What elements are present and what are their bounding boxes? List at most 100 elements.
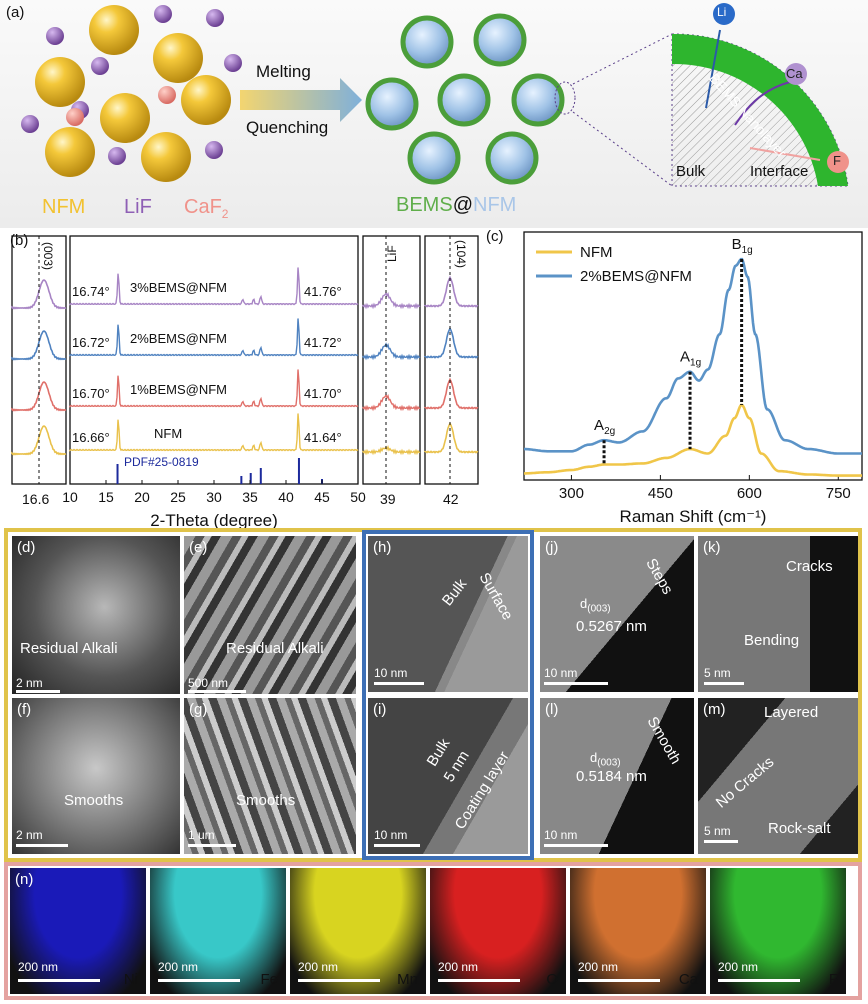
xrd-sample-name: NFM (154, 426, 182, 441)
xrd-chart: 16.74° 3%BEMS@NFM 41.76° 16.72° 2%BEMS@NFM 41… (11, 235, 479, 528)
eds-map-f: 200 nm F (710, 868, 846, 994)
raman-frame (523, 231, 863, 481)
xrd-left-trace-3 (11, 425, 67, 456)
inset-interface: Interface (750, 163, 809, 180)
xrd-104-trace-3 (424, 421, 479, 454)
xrd-lif-trace-3 (362, 445, 421, 456)
inset-bulk: Bulk (676, 163, 706, 180)
sem-g: (g) Smooths 1 um (184, 698, 356, 854)
eds-scale-bar (438, 979, 520, 982)
eds-scale-bar (158, 979, 240, 982)
xrd-sample-name: 1%BEMS@NFM (130, 382, 227, 397)
eds-maps: 200 nm Ni (n) 200 nm Fe 200 nm Mn 200 nm O 200 nm… (10, 868, 856, 994)
panel-n-label: (n) (15, 871, 34, 888)
panel-b-label: (b) (10, 232, 29, 249)
xrd-tick-label: 10 (62, 489, 78, 505)
panel-a: (a) (0, 0, 868, 228)
panel-c-label: (c) (486, 228, 504, 245)
legend-lif: LiF (124, 196, 152, 218)
panel-a-label: (a) (6, 4, 25, 21)
pdf-label: PDF#25-0819 (124, 455, 199, 469)
peak-104-label: (104) (454, 240, 468, 268)
tem-frame (362, 530, 534, 860)
inset-f: F (833, 153, 841, 168)
xrd-right-angle: 41.64° (304, 430, 342, 445)
xrd-tick-left: 16.6 (22, 491, 49, 507)
xrd-left-angle: 16.74° (72, 284, 110, 299)
sem-d: (d) Residual Alkali 2 nm (12, 536, 180, 694)
raman-legend-label-0: NFM (580, 244, 613, 261)
eds-element-label: Ca (678, 971, 698, 988)
xrd-left-angle: 16.66° (72, 430, 110, 445)
raman-peak-label-1: A1g (680, 349, 701, 369)
eds-frame (4, 862, 862, 1000)
eds-element-label: Fe (260, 971, 278, 988)
xrd-tick-label: 20 (134, 489, 150, 505)
raman-series-0 (524, 403, 862, 477)
lif-label: LiF (385, 245, 399, 262)
inset-li: Li (717, 5, 727, 19)
eds-scale-label: 200 nm (18, 960, 59, 974)
raman-xlabel: Raman Shift (cm⁻¹) (620, 507, 767, 526)
eds-scale-bar (18, 979, 100, 982)
xrd-lif-trace-1 (362, 342, 421, 361)
peak-003-label: (003) (41, 242, 55, 270)
xrd-sample-name: 2%BEMS@NFM (130, 331, 227, 346)
eds-scale-bar (578, 979, 660, 982)
xrd-tick-label: 50 (350, 489, 366, 505)
legend-caf2: CaF2 (184, 196, 229, 221)
xrd-104-trace-2 (424, 377, 479, 410)
raman-peak-label-0: A2g (594, 417, 615, 437)
xrd-main-trace-2 (69, 369, 359, 408)
panel-b: 16.74° 3%BEMS@NFM 41.76° 16.72° 2%BEMS@NFM 41… (0, 228, 510, 528)
raman-peak-label-2: B1g (732, 236, 753, 256)
eds-map-o: 200 nm O (430, 868, 566, 994)
xrd-left-angle: 16.72° (72, 335, 110, 350)
raman-tick-label: 750 (826, 485, 851, 502)
xrd-tick-39: 39 (380, 491, 396, 507)
xrd-left-trace-1 (11, 330, 67, 361)
xrd-lif-trace-0 (362, 291, 421, 310)
process-arrow (240, 78, 362, 122)
caf2-spheres (66, 86, 176, 126)
raman-series-1 (524, 257, 862, 455)
eds-scale-label: 200 nm (158, 960, 199, 974)
bems-nfm-spheres (365, 13, 565, 185)
eds-scale-bar (718, 979, 800, 982)
xrd-right-angle: 41.72° (304, 335, 342, 350)
haadf-k: (k) Cracks Bending 5 nm (698, 536, 858, 692)
raman-tick-label: 600 (737, 485, 762, 502)
eds-scale-label: 200 nm (718, 960, 759, 974)
eds-scale-label: 200 nm (438, 960, 479, 974)
xrd-box-1 (69, 235, 359, 485)
xrd-right-angle: 41.76° (304, 284, 342, 299)
xrd-main-trace-1 (69, 318, 359, 357)
eds-scale-bar (298, 979, 380, 982)
eds-scale-label: 200 nm (298, 960, 339, 974)
xrd-tick-42: 42 (443, 491, 459, 507)
panel-a-schematic (21, 3, 849, 187)
xrd-tick-label: 40 (278, 489, 294, 505)
nfm-spheres (35, 5, 231, 182)
zoom-ellipse (554, 81, 576, 115)
eds-element-label: O (546, 971, 558, 988)
xrd-box-3 (424, 235, 479, 485)
product-label: BEMS@NFM (396, 194, 517, 216)
legend-nfm: NFM (42, 196, 86, 218)
nanolayer-inset (671, 3, 849, 187)
sem-e: (e) Residual Alkali 500 nm (184, 536, 356, 694)
haadf-j: (j) Steps d(003) 0.5267 nm 10 nm (540, 536, 694, 692)
haadf-l: (l) Smooth d(003) 0.5184 nm 10 nm (540, 698, 694, 854)
eds-map-fe: 200 nm Fe (150, 868, 286, 994)
xrd-tick-label: 30 (206, 489, 222, 505)
xrd-main-trace-0 (69, 267, 359, 306)
xrd-left-angle: 16.70° (72, 386, 110, 401)
eds-element-label: Ni (123, 971, 138, 988)
xrd-box-2 (362, 235, 421, 485)
xrd-tick-label: 45 (314, 489, 330, 505)
xrd-tick-label: 25 (170, 489, 186, 505)
raman-tick-label: 300 (559, 485, 584, 502)
eds-scale-label: 200 nm (578, 960, 619, 974)
